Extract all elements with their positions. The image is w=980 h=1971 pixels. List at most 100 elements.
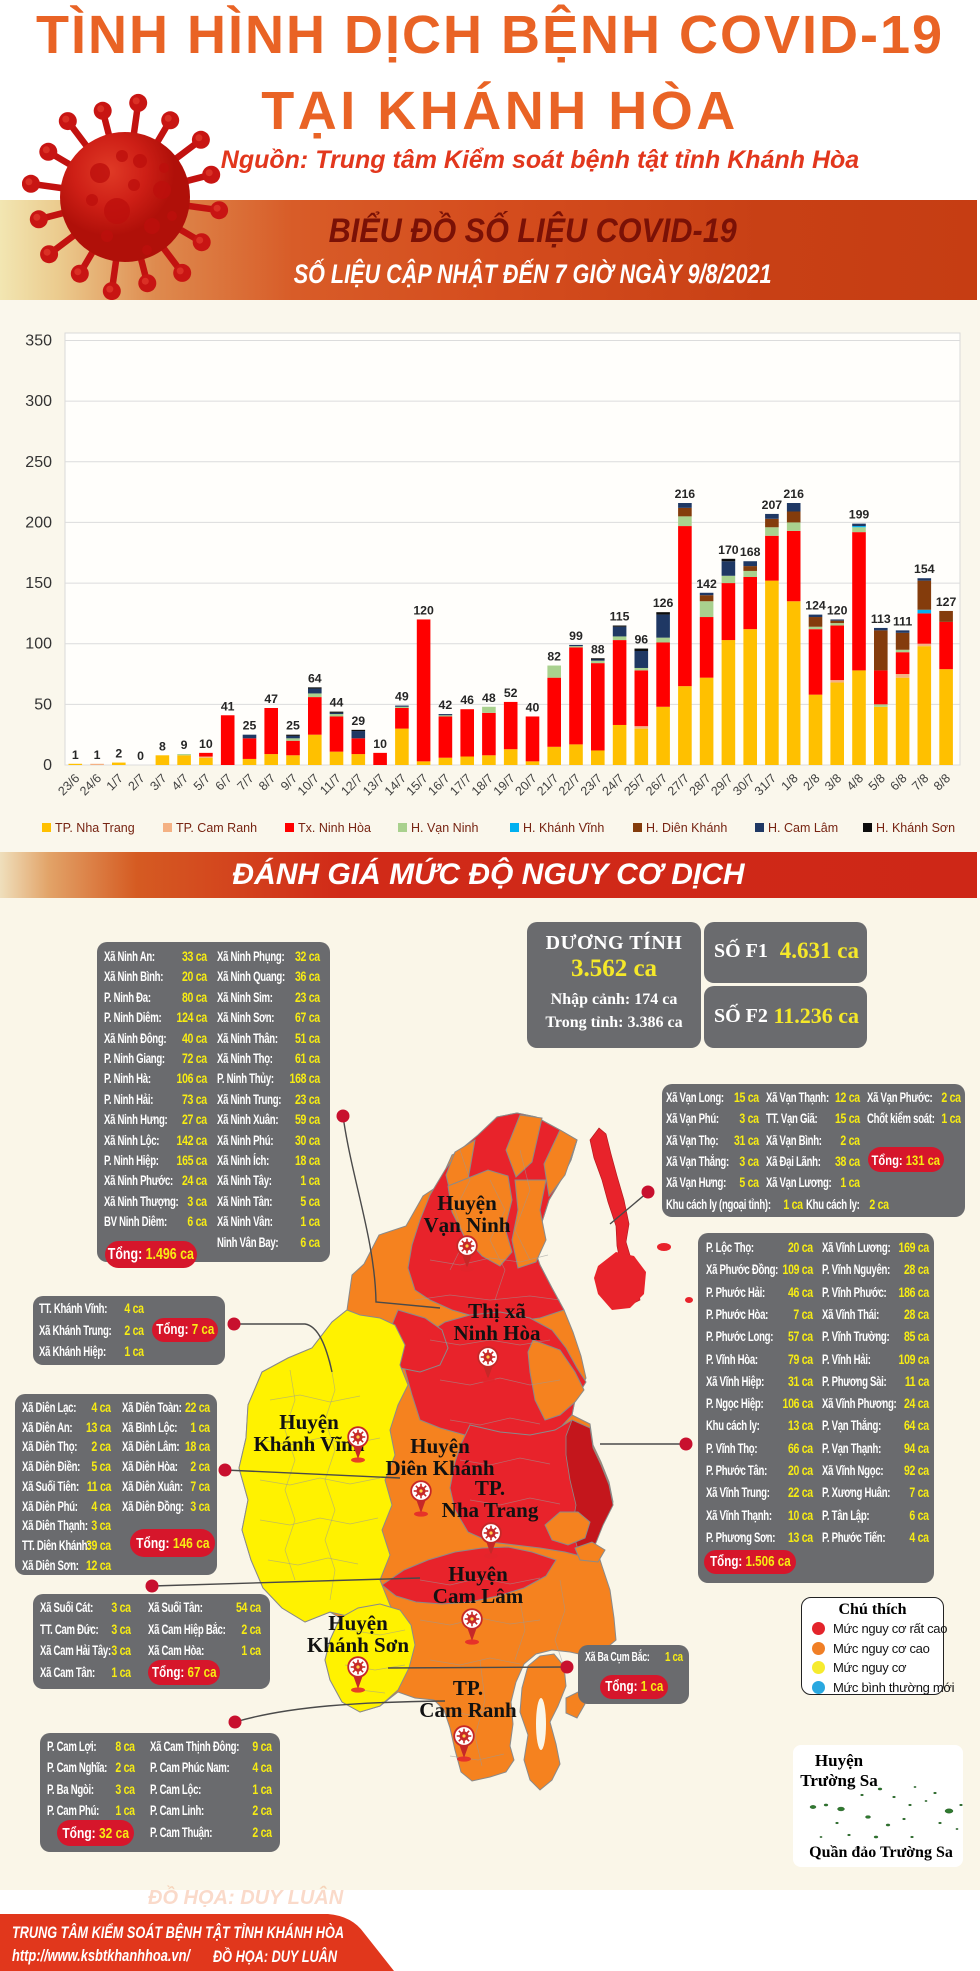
svg-text:96: 96 bbox=[634, 633, 648, 647]
svg-text:142: 142 bbox=[696, 577, 717, 591]
svg-text:22/7: 22/7 bbox=[556, 771, 583, 798]
svg-text:3/7: 3/7 bbox=[147, 771, 169, 793]
svg-text:50: 50 bbox=[34, 696, 52, 713]
svg-text:2: 2 bbox=[115, 747, 122, 761]
svg-text:42: 42 bbox=[439, 698, 453, 712]
svg-text:ĐỒ HỌA: DUY LUÂN: ĐỒ HỌA: DUY LUÂN bbox=[213, 1947, 338, 1966]
svg-text:154: 154 bbox=[914, 562, 935, 576]
svg-text:41: 41 bbox=[221, 699, 235, 713]
svg-text:207: 207 bbox=[762, 498, 783, 512]
svg-text:15/7: 15/7 bbox=[404, 771, 431, 798]
svg-text:4/8: 4/8 bbox=[844, 771, 866, 793]
svg-text:120: 120 bbox=[827, 604, 848, 618]
svg-text:Cam Ranh: Cam Ranh bbox=[419, 1698, 517, 1722]
svg-text:64: 64 bbox=[308, 671, 322, 685]
svg-text:8/8: 8/8 bbox=[931, 771, 953, 793]
svg-text:150: 150 bbox=[25, 575, 52, 592]
svg-text:250: 250 bbox=[25, 454, 52, 471]
svg-text:18/7: 18/7 bbox=[469, 771, 496, 798]
svg-text:7/7: 7/7 bbox=[234, 771, 256, 793]
svg-text:20/7: 20/7 bbox=[513, 771, 540, 798]
svg-text:27/7: 27/7 bbox=[665, 771, 692, 798]
svg-text:300: 300 bbox=[25, 393, 52, 410]
svg-text:23/6: 23/6 bbox=[55, 771, 82, 798]
svg-text:Huyện: Huyện bbox=[410, 1434, 470, 1458]
svg-text:TP. Cam Ranh: TP. Cam Ranh bbox=[176, 821, 257, 835]
svg-text:TP.: TP. bbox=[453, 1676, 483, 1700]
svg-text:14/7: 14/7 bbox=[382, 771, 409, 798]
svg-text:H. Cam Lâm: H. Cam Lâm bbox=[768, 821, 838, 835]
svg-text:10/7: 10/7 bbox=[295, 771, 322, 798]
svg-text:19/7: 19/7 bbox=[491, 771, 518, 798]
svg-text:124: 124 bbox=[805, 599, 826, 613]
svg-text:13/7: 13/7 bbox=[360, 771, 387, 798]
svg-text:168: 168 bbox=[740, 545, 761, 559]
svg-text:5/8: 5/8 bbox=[866, 771, 888, 793]
svg-text:17/7: 17/7 bbox=[447, 771, 474, 798]
svg-text:46: 46 bbox=[460, 693, 474, 707]
svg-text:Huyện: Huyện bbox=[279, 1410, 339, 1434]
svg-text:2/7: 2/7 bbox=[126, 771, 148, 793]
svg-text:Diên Khánh: Diên Khánh bbox=[385, 1456, 494, 1480]
svg-text:12/7: 12/7 bbox=[338, 771, 365, 798]
svg-text:127: 127 bbox=[936, 595, 957, 609]
svg-text:1/7: 1/7 bbox=[104, 771, 126, 793]
svg-text:28/7: 28/7 bbox=[687, 771, 714, 798]
svg-text:H. Khánh Vĩnh: H. Khánh Vĩnh bbox=[523, 821, 604, 835]
svg-text:25: 25 bbox=[286, 719, 300, 733]
svg-text:24/7: 24/7 bbox=[600, 771, 627, 798]
svg-text:6/8: 6/8 bbox=[888, 771, 910, 793]
svg-text:120: 120 bbox=[413, 604, 434, 618]
svg-text:25/7: 25/7 bbox=[621, 771, 648, 798]
svg-text:H. Vạn Ninh: H. Vạn Ninh bbox=[411, 821, 478, 835]
svg-text:Khánh Sơn: Khánh Sơn bbox=[307, 1633, 409, 1657]
svg-text:26/7: 26/7 bbox=[643, 771, 670, 798]
svg-text:8/7: 8/7 bbox=[256, 771, 278, 793]
svg-text:11/7: 11/7 bbox=[317, 771, 343, 797]
svg-text:216: 216 bbox=[783, 487, 804, 501]
svg-text:Tx. Ninh Hòa: Tx. Ninh Hòa bbox=[298, 821, 371, 835]
svg-text:199: 199 bbox=[849, 508, 870, 522]
svg-text:1: 1 bbox=[72, 748, 79, 762]
svg-text:6/7: 6/7 bbox=[213, 771, 235, 793]
svg-text:Huyện: Huyện bbox=[437, 1191, 497, 1215]
svg-text:0: 0 bbox=[43, 757, 52, 774]
svg-text:4/7: 4/7 bbox=[169, 771, 191, 793]
svg-text:TP. Nha Trang: TP. Nha Trang bbox=[55, 821, 135, 835]
svg-text:Vạn Ninh: Vạn Ninh bbox=[424, 1213, 511, 1237]
svg-text:88: 88 bbox=[591, 642, 605, 656]
svg-text:Huyện: Huyện bbox=[328, 1611, 388, 1635]
svg-text:82: 82 bbox=[547, 650, 561, 664]
svg-text:49: 49 bbox=[395, 690, 409, 704]
svg-text:16/7: 16/7 bbox=[425, 771, 452, 798]
svg-text:H. Diên Khánh: H. Diên Khánh bbox=[646, 821, 727, 835]
svg-text:5/7: 5/7 bbox=[191, 771, 213, 793]
svg-text:113: 113 bbox=[871, 612, 891, 626]
svg-text:44: 44 bbox=[330, 696, 344, 710]
svg-text:Thị xã: Thị xã bbox=[468, 1299, 526, 1323]
svg-text:99: 99 bbox=[569, 629, 583, 643]
svg-text:23/7: 23/7 bbox=[578, 771, 605, 798]
svg-text:TP.: TP. bbox=[475, 1476, 505, 1500]
svg-text:40: 40 bbox=[526, 701, 540, 715]
svg-text:29: 29 bbox=[351, 714, 365, 728]
svg-text:2/8: 2/8 bbox=[800, 771, 822, 793]
svg-text:170: 170 bbox=[718, 543, 739, 557]
svg-text:52: 52 bbox=[504, 686, 518, 700]
svg-text:10: 10 bbox=[199, 737, 213, 751]
svg-text:10: 10 bbox=[373, 737, 387, 751]
svg-text:29/7: 29/7 bbox=[708, 771, 735, 798]
svg-text:Nha Trang: Nha Trang bbox=[442, 1498, 539, 1522]
svg-text:http://www.ksbtkhanhhoa.vn/: http://www.ksbtkhanhhoa.vn/ bbox=[12, 1947, 192, 1965]
svg-text:7/8: 7/8 bbox=[909, 771, 931, 793]
svg-text:200: 200 bbox=[25, 514, 52, 531]
svg-text:111: 111 bbox=[893, 614, 912, 628]
svg-text:115: 115 bbox=[610, 610, 630, 624]
svg-text:9: 9 bbox=[181, 738, 188, 752]
svg-text:100: 100 bbox=[25, 636, 52, 653]
svg-text:Huyện: Huyện bbox=[448, 1562, 508, 1586]
svg-text:25: 25 bbox=[243, 719, 257, 733]
svg-text:8: 8 bbox=[159, 739, 166, 753]
svg-text:21/7: 21/7 bbox=[534, 771, 561, 798]
svg-text:Khánh Vĩnh: Khánh Vĩnh bbox=[253, 1432, 364, 1456]
